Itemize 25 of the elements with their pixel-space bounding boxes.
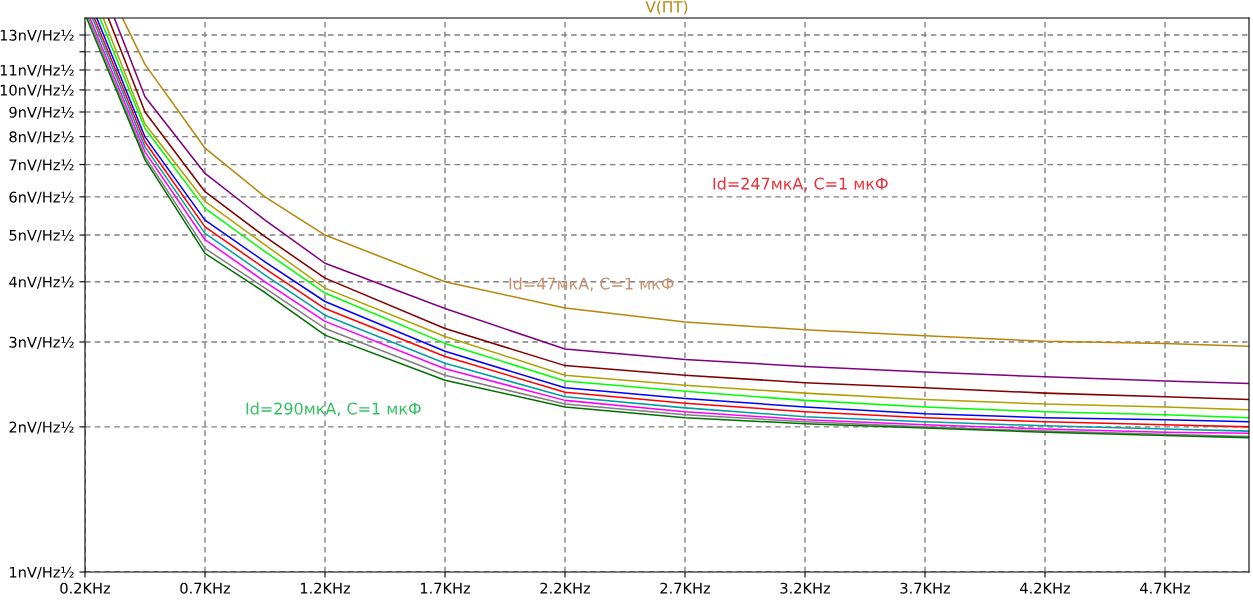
x-tick-label: 2.2KHz <box>540 582 591 594</box>
y-tick-label: 3nV/Hz½ <box>9 336 74 349</box>
x-tick-label: 0.7KHz <box>180 582 231 594</box>
y-tick-label: 7nV/Hz½ <box>9 159 74 172</box>
y-tick-label: 4nV/Hz½ <box>9 276 74 289</box>
y-tick-label: 5nV/Hz½ <box>9 229 74 242</box>
x-tick-label: 3.2KHz <box>780 582 831 594</box>
chart-title: V(ПТ) <box>645 0 688 15</box>
x-tick-label: 4.7KHz <box>1140 582 1191 594</box>
annotation: Id=290мкА, C=1 мкФ <box>246 402 421 417</box>
y-tick-label: 8nV/Hz½ <box>9 131 74 144</box>
x-tick-label: 4.2KHz <box>1020 582 1071 594</box>
x-tick-label: 1.2KHz <box>300 582 351 594</box>
x-tick-label: 3.7KHz <box>900 582 951 594</box>
y-tick-label: 9nV/Hz½ <box>9 106 74 119</box>
y-tick-label: 11nV/Hz½ <box>0 64 74 77</box>
x-tick-label: 1.7KHz <box>420 582 471 594</box>
x-tick-label: 0.2KHz <box>60 582 111 594</box>
y-tick-label: 10nV/Hz½ <box>0 84 74 97</box>
y-tick-label: 2nV/Hz½ <box>9 421 74 434</box>
y-tick-label: 6nV/Hz½ <box>9 191 74 204</box>
annotation: Id=247мкА, C=1 мкФ <box>713 177 888 192</box>
x-tick-label: 2.7KHz <box>660 582 711 594</box>
y-tick-label: 1nV/Hz½ <box>10 566 74 579</box>
y-tick-label: 13nV/Hz½ <box>0 29 74 42</box>
